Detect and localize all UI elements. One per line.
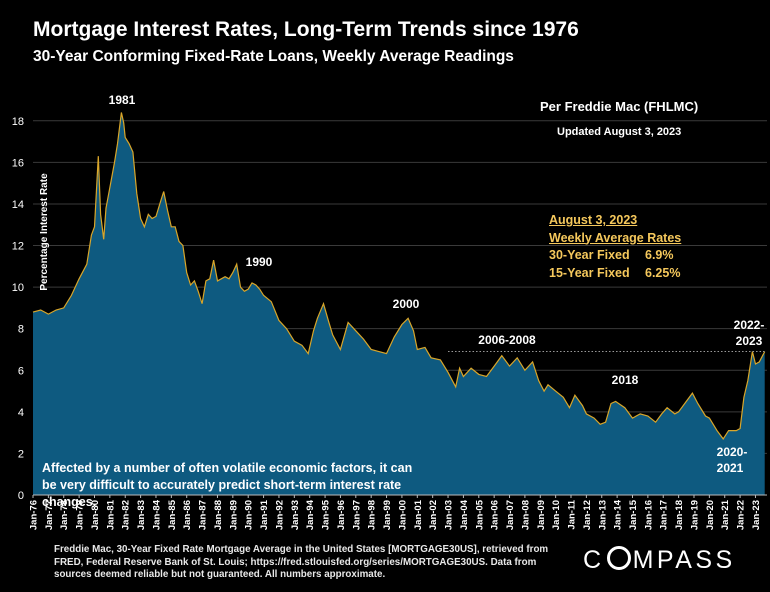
weekly-rates-heading: Weekly Average Rates [549, 230, 682, 245]
x-tick-label: Jan-12 [582, 500, 593, 530]
chart-annotation: 2023 [736, 334, 763, 348]
x-tick-label: Jan-18 [674, 500, 685, 530]
x-tick-label: Jan-06 [490, 500, 501, 530]
compass-logo: C MPASS [583, 546, 736, 575]
x-tick-label: Jan-11 [567, 499, 578, 529]
rate-row-30yr: 30-Year Fixed 6.9% [549, 247, 681, 265]
x-tick-label: Jan-03 [444, 500, 455, 530]
chart-annotation: 1981 [109, 93, 136, 107]
rate-line [32, 112, 766, 440]
y-tick-label: 18 [12, 116, 24, 128]
x-tick-label: Jan-86 [182, 500, 193, 530]
chart-title: Mortgage Interest Rates, Long-Term Trend… [33, 18, 579, 41]
rate-label: 15-Year Fixed [549, 265, 630, 280]
weekly-rates-date: August 3, 2023 [549, 213, 638, 227]
x-tick-label: Jan-95 [321, 499, 332, 530]
x-tick-label: Jan-01 [413, 499, 424, 530]
x-tick-label: Jan-17 [659, 500, 670, 530]
x-tick-label: Jan-22 [736, 500, 747, 530]
x-tick-label: Jan-04 [459, 499, 470, 530]
chart-annotation: 2006-2008 [478, 333, 536, 347]
x-tick-label: Jan-10 [551, 500, 562, 530]
x-tick-label: Jan-16 [643, 500, 654, 530]
x-tick-label: Jan-94 [305, 499, 316, 530]
x-tick-label: Jan-15 [628, 499, 639, 530]
chart-annotation: 2022- [734, 318, 765, 332]
x-tick-label: Jan-23 [751, 500, 762, 530]
logo-ring-icon [606, 546, 631, 570]
x-tick-label: Jan-21 [720, 499, 731, 530]
rate-value: 6.9% [645, 248, 674, 262]
chart-annotation: 2021 [717, 461, 744, 475]
logo-letter: C [583, 546, 605, 574]
rate-area [33, 112, 765, 495]
x-tick-label: Jan-80 [90, 500, 101, 530]
y-tick-label: 8 [18, 324, 24, 336]
x-tick-label: Jan-89 [228, 500, 239, 530]
rate-row-15yr: 15-Year Fixed 6.25% [549, 265, 681, 283]
x-tick-label: Jan-76 [29, 500, 40, 530]
x-tick-label: Jan-05 [474, 499, 485, 530]
x-tick-label: Jan-84 [152, 499, 163, 530]
x-tick-label: Jan-88 [213, 500, 224, 530]
chart-annotation: 2020- [717, 445, 748, 459]
x-tick-label: Jan-02 [428, 500, 439, 530]
x-tick-label: Jan-87 [198, 500, 209, 530]
x-tick-label: Jan-96 [336, 500, 347, 530]
x-tick-label: Jan-77 [44, 500, 55, 530]
logo-letters: MPASS [632, 546, 736, 574]
chart-subtitle: 30-Year Conforming Fixed-Rate Loans, Wee… [33, 48, 514, 65]
x-tick-label: Jan-78 [59, 500, 70, 530]
x-tick-label: Jan-92 [274, 500, 285, 530]
x-tick-label: Jan-85 [167, 499, 178, 530]
y-tick-label: 4 [18, 407, 24, 419]
x-tick-label: Jan-00 [397, 500, 408, 530]
x-tick-label: Jan-91 [259, 499, 270, 530]
y-tick-label: 0 [18, 490, 24, 502]
x-tick-label: Jan-93 [290, 500, 301, 530]
x-tick-label: Jan-82 [121, 500, 132, 530]
source-note: Freddie Mac, 30-Year Fixed Rate Mortgage… [54, 544, 549, 580]
updated-date: Updated August 3, 2023 [557, 126, 682, 138]
x-tick-label: Jan-90 [244, 500, 255, 530]
y-tick-label: 14 [12, 199, 24, 211]
volatility-note: Affected by a number of often volatile e… [42, 461, 413, 509]
x-tick-label: Jan-83 [136, 500, 147, 530]
x-tick-label: Jan-79 [75, 500, 86, 530]
x-tick-label: Jan-19 [690, 500, 701, 530]
y-tick-label: 2 [18, 448, 24, 460]
y-tick-label: 12 [12, 241, 24, 253]
x-tick-label: Jan-14 [613, 499, 624, 530]
x-tick-label: Jan-81 [105, 499, 116, 530]
chart-annotation: 2000 [393, 297, 420, 311]
y-tick-label: 10 [12, 282, 24, 294]
source-attribution: Per Freddie Mac (FHLMC) [540, 99, 699, 114]
x-tick-label: Jan-97 [351, 500, 362, 530]
x-tick-label: Jan-98 [367, 500, 378, 530]
weekly-rates-box: August 3, 2023 Weekly Average Rates 30-Y… [549, 212, 681, 282]
y-axis-title: Percentage Interest Rate [39, 173, 50, 291]
rate-label: 30-Year Fixed [549, 248, 630, 262]
x-tick-label: Jan-20 [705, 500, 716, 530]
x-tick-label: Jan-13 [597, 500, 608, 530]
rate-value: 6.25% [645, 265, 681, 280]
x-tick-label: Jan-09 [536, 500, 547, 530]
chart-annotation: 1990 [246, 255, 273, 269]
x-tick-label: Jan-99 [382, 500, 393, 530]
x-tick-label: Jan-07 [505, 500, 516, 530]
y-tick-label: 16 [12, 157, 24, 169]
y-tick-label: 6 [18, 365, 24, 377]
x-tick-label: Jan-08 [520, 500, 531, 530]
chart-annotation: 2018 [612, 373, 639, 387]
